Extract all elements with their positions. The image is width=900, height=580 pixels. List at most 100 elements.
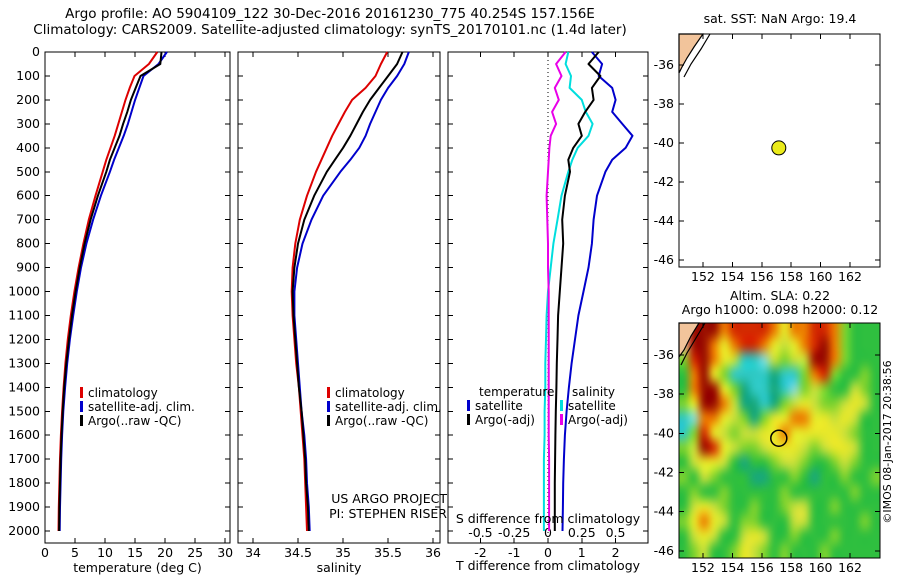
svg-text:700: 700 xyxy=(16,212,40,227)
t-difference-axis-label: T difference from climatology xyxy=(455,558,641,573)
sla-map-title-1: Altim. SLA: 0.22 xyxy=(729,288,831,303)
svg-text:-38: -38 xyxy=(654,96,674,111)
temperature-profile-plot: 0 5 10 15 20 25 300100200300400500600700800900… xyxy=(8,44,233,560)
svg-text:-36: -36 xyxy=(654,57,674,72)
sst-map-title: sat. SST: NaN Argo: 19.4 xyxy=(703,11,857,26)
svg-text:800: 800 xyxy=(16,236,40,251)
salinity-profile-plot: 34 34.5 35 35.5 36 xyxy=(237,51,441,560)
project-line1: US ARGO PROJECT xyxy=(331,491,447,506)
difference-profile-curves xyxy=(542,51,634,532)
project-line2: PI: STEPHEN RISER xyxy=(329,505,447,521)
imos-credit: ©IMOS 08-Jan-2017 20:38:56 xyxy=(881,360,894,524)
svg-text:-38: -38 xyxy=(654,386,674,401)
svg-text:-42: -42 xyxy=(654,174,674,189)
svg-text:0: 0 xyxy=(544,525,552,540)
sst-map-float-marker xyxy=(771,140,787,156)
svg-text:34: 34 xyxy=(245,545,261,560)
svg-text:-46: -46 xyxy=(654,252,674,267)
figure-title-line2: Climatology: CARS2009. Satellite-adjuste… xyxy=(33,22,627,38)
sla-map-overlay: 152 154 156 158 160 162 -36 -38 -40 -42 -44 -46 xyxy=(654,322,881,575)
svg-text:1800: 1800 xyxy=(8,475,40,490)
t-argo-swatch-icon xyxy=(467,414,470,425)
svg-text:-42: -42 xyxy=(654,464,674,479)
legend-item: satellite xyxy=(467,399,554,413)
svg-text:600: 600 xyxy=(16,188,40,203)
legend-item: climatology xyxy=(327,386,442,400)
difference-profile-series-s-satellite xyxy=(542,51,594,531)
coastline-land xyxy=(678,33,705,74)
svg-text:-1: -1 xyxy=(508,545,520,560)
svg-text:0.5: 0.5 xyxy=(606,525,626,540)
svg-text:-0.25: -0.25 xyxy=(498,525,530,540)
legend-label: Argo(-adj) xyxy=(475,413,535,427)
svg-text:156: 156 xyxy=(750,269,774,284)
svg-text:25: 25 xyxy=(187,545,203,560)
svg-text:1400: 1400 xyxy=(8,379,40,394)
legend-label: Argo(-adj) xyxy=(568,413,628,427)
svg-text:152: 152 xyxy=(691,560,715,575)
svg-text:158: 158 xyxy=(779,560,803,575)
legend-item: Argo(..raw -QC) xyxy=(327,414,442,428)
legend-item: Argo(..raw -QC) xyxy=(80,414,195,428)
t-satellite-swatch-icon xyxy=(467,400,470,411)
temperature-profile-curves xyxy=(57,51,168,532)
svg-text:154: 154 xyxy=(720,269,744,284)
difference-salinity-legend: salinity satellite Argo(-adj) xyxy=(560,385,628,427)
svg-text:200: 200 xyxy=(16,92,40,107)
svg-text:1900: 1900 xyxy=(8,499,40,514)
salinity-legend: climatology satellite-adj. clim. Argo(..… xyxy=(327,386,442,428)
salinity-profile-series-argo-raw-qc- xyxy=(291,51,404,532)
salinity-axis-label: salinity xyxy=(316,560,362,575)
argo-swatch-icon xyxy=(80,415,83,426)
svg-text:35.5: 35.5 xyxy=(374,545,402,560)
svg-text:-46: -46 xyxy=(654,543,674,558)
coastline xyxy=(680,322,706,366)
sst-map-overlay: 152 154 156 158 160 162 -36 -38 -40 -42 -44 -46 xyxy=(654,33,881,284)
coastline xyxy=(683,33,711,78)
svg-text:2000: 2000 xyxy=(8,523,40,538)
svg-text:162: 162 xyxy=(838,269,862,284)
svg-text:-40: -40 xyxy=(654,135,674,150)
salinity-profile-series-satellite-adj-clim- xyxy=(293,51,410,532)
climatology-swatch-icon xyxy=(80,387,83,398)
satellite-swatch-icon xyxy=(327,401,330,412)
svg-text:1300: 1300 xyxy=(8,355,40,370)
legend-item: climatology xyxy=(80,386,195,400)
svg-text:1000: 1000 xyxy=(8,284,40,299)
svg-text:-0.5: -0.5 xyxy=(468,525,492,540)
svg-text:1600: 1600 xyxy=(8,427,40,442)
svg-text:30: 30 xyxy=(217,545,233,560)
legend-header: salinity xyxy=(572,385,616,399)
legend-item: satellite-adj. clim. xyxy=(327,400,442,414)
s-argo-swatch-icon xyxy=(560,414,563,425)
difference-profile-series-s-argo-adj- xyxy=(545,51,567,531)
svg-text:100: 100 xyxy=(16,68,40,83)
sla-heatmap-canvas xyxy=(679,323,880,558)
svg-text:156: 156 xyxy=(750,560,774,575)
temperature-axis-label: temperature (deg C) xyxy=(73,560,202,575)
legend-item: satellite xyxy=(560,399,628,413)
svg-text:0: 0 xyxy=(32,44,40,59)
difference-profile-series-t-argo-adj- xyxy=(553,51,602,531)
legend-label: climatology xyxy=(335,386,405,400)
coastline-land xyxy=(678,322,701,359)
svg-text:1200: 1200 xyxy=(8,331,40,346)
svg-text:1: 1 xyxy=(578,545,586,560)
legend-item: Argo(-adj) xyxy=(467,413,554,427)
sla-map-float-marker xyxy=(770,429,788,447)
svg-text:160: 160 xyxy=(809,560,833,575)
svg-text:36: 36 xyxy=(425,545,441,560)
legend-label: satellite xyxy=(475,399,523,413)
salinity-profile-curves xyxy=(290,51,410,532)
sla-map-title-2: Argo h1000: 0.098 h2000: 0.12 xyxy=(681,302,879,317)
svg-text:158: 158 xyxy=(779,269,803,284)
svg-text:154: 154 xyxy=(720,560,744,575)
s-satellite-swatch-icon xyxy=(560,400,563,411)
project-annotation: US ARGO PROJECT PI: STEPHEN RISER xyxy=(290,491,447,521)
svg-text:0: 0 xyxy=(544,545,552,560)
legend-header: temperature xyxy=(479,385,555,399)
svg-text:900: 900 xyxy=(16,260,40,275)
s-difference-axis-label: S difference from climatology xyxy=(455,511,641,526)
